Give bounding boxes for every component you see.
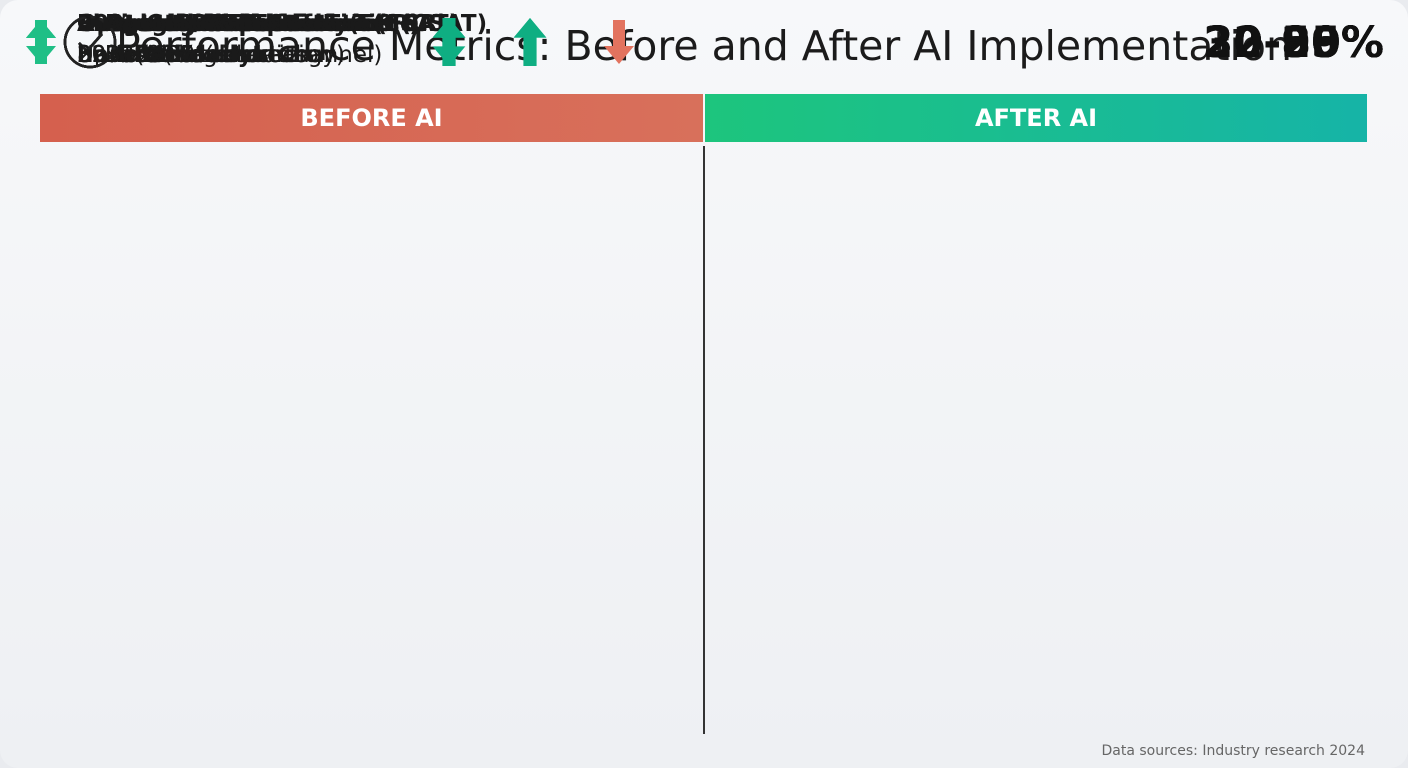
after-value: Up to 90% reduction: [77, 42, 314, 68]
after-metric: First-Call Resolution (FCR): [77, 11, 420, 37]
before-metric: Average Response Time: [105, 11, 416, 37]
after-metric: Customer Retention: [77, 11, 337, 37]
before-metric: First-Call Resolution (FCR): [105, 11, 448, 37]
badge: 22-25%: [1203, 18, 1384, 68]
before-metric: Agent Productivity: [105, 11, 349, 37]
after-metric: 30% to 50% more cases: [77, 11, 385, 37]
after-value: 20% to 25% increase: [77, 42, 322, 68]
after-value: 89% (strong omnichannel): [77, 42, 383, 68]
after-header: AFTER AI: [705, 94, 1367, 142]
badge: 20-25%: [1203, 18, 1384, 68]
title: Performance Metrics: Before and After AI…: [116, 22, 1292, 70]
badge-arrow: [513, 18, 547, 66]
down-arrow: [604, 20, 634, 64]
after-value: 22% to 25% increase: [77, 42, 322, 68]
before-metric: Operational Costs: [105, 11, 337, 37]
divider: [703, 146, 705, 734]
before-value: 100% baseline: [105, 42, 275, 68]
footer: Data sources: Industry research 2024: [1101, 743, 1365, 759]
after-value: Under 2 minutes: [77, 42, 269, 68]
badge: 89%: [1281, 18, 1384, 68]
before-metric: Customer Satisfaction (CSAT): [105, 11, 488, 37]
before-metric: Customer Retention: [105, 11, 365, 37]
before-header: BEFORE AI: [40, 94, 703, 142]
before-value: Baseline: [105, 42, 203, 68]
before-metric: Resolution Time: [105, 11, 315, 37]
badge: 30-50%: [1203, 18, 1384, 68]
after-metric: Resolution Time: [77, 11, 287, 37]
after-metric: Operational Costs: [77, 11, 309, 37]
badge-arrow: [432, 18, 466, 66]
after-metric: Average Response Time: [77, 11, 388, 37]
before-value: Hours to days: [105, 42, 265, 68]
badge: 30-50%: [1203, 18, 1384, 68]
badge: 90%: [1281, 18, 1384, 68]
before-value: 11 minutes: [105, 42, 235, 68]
icon: [63, 15, 117, 69]
before-value: Baseline: [105, 42, 203, 68]
before-value: Baseline: [105, 42, 203, 68]
before-value: 33% (weak strategy): [105, 42, 345, 68]
after-value: handled daily: [77, 42, 253, 68]
after-metric: Customer Satisfaction (CSAT): [77, 11, 460, 37]
after-value: 30% to 50% reduction: [77, 42, 334, 68]
arrow: [26, 20, 56, 64]
